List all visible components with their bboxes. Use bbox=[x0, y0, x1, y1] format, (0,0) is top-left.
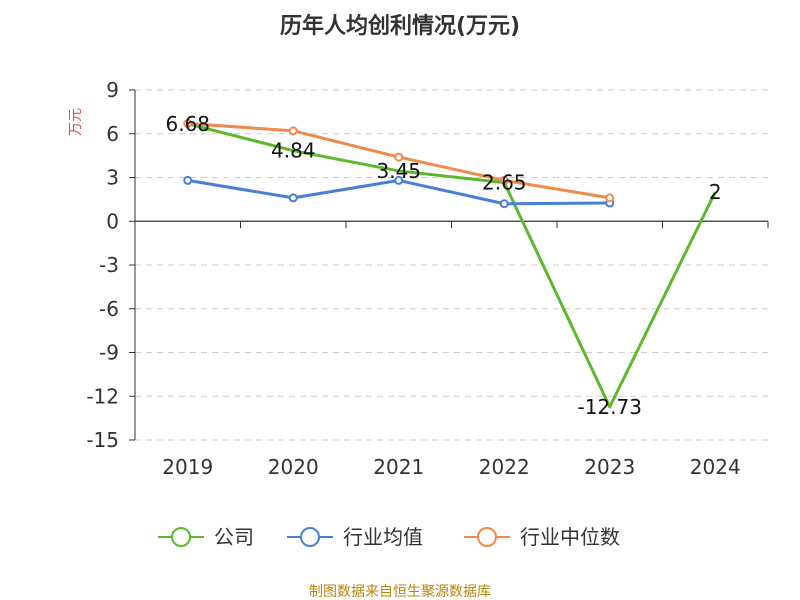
legend-swatch-marker bbox=[300, 527, 320, 547]
source-note: 制图数据来自恒生聚源数据库 bbox=[309, 584, 491, 600]
legend-label: 公司 bbox=[214, 525, 254, 549]
data-point bbox=[394, 152, 404, 162]
y-axis-label: 万元 bbox=[68, 108, 84, 136]
y-tick-label: -15 bbox=[86, 428, 119, 452]
x-tick-label: 2020 bbox=[268, 455, 319, 479]
grid bbox=[135, 89, 768, 441]
legend-label: 行业中位数 bbox=[520, 525, 620, 549]
data-point bbox=[394, 175, 404, 185]
x-tick-label: 2024 bbox=[690, 455, 741, 479]
x-tick-label: 2021 bbox=[373, 455, 424, 479]
data-label: 4.84 bbox=[271, 139, 316, 163]
y-tick-label: 9 bbox=[106, 78, 119, 102]
x-tick-label: 2023 bbox=[584, 455, 635, 479]
axes: 9 6 3 0 -3 -6 -9 -12 -15 2019 2020 2021 2022 2023 2024 bbox=[86, 78, 769, 479]
legend-swatch-marker bbox=[477, 527, 497, 547]
x-tick-label: 2022 bbox=[479, 455, 530, 479]
y-tick-label: -12 bbox=[86, 384, 119, 408]
data-point bbox=[605, 193, 615, 203]
data-label: -12.73 bbox=[578, 395, 642, 419]
series-line bbox=[187, 122, 717, 409]
y-tick-label: 3 bbox=[106, 166, 119, 190]
data-point bbox=[183, 119, 193, 129]
chart-title: 历年人均创利情况(万元) bbox=[280, 13, 520, 39]
data-label: 6.68 bbox=[165, 112, 210, 136]
data-point bbox=[499, 175, 509, 185]
y-tick-label: -3 bbox=[99, 253, 119, 277]
series-layer bbox=[183, 119, 717, 409]
y-tick-label: 6 bbox=[106, 122, 119, 146]
x-tick-label: 2019 bbox=[162, 455, 213, 479]
data-label: 3.45 bbox=[376, 159, 421, 183]
data-point bbox=[288, 193, 298, 203]
legend-label: 行业均值 bbox=[343, 525, 423, 549]
data-point bbox=[499, 199, 509, 209]
legend-swatch-marker bbox=[171, 527, 191, 547]
data-label: 2.65 bbox=[482, 171, 527, 195]
data-point bbox=[183, 175, 193, 185]
y-tick-label: 0 bbox=[106, 209, 119, 233]
data-point bbox=[288, 126, 298, 136]
legend: 公司 行业均值 行业中位数 bbox=[158, 525, 620, 549]
y-tick-label: -6 bbox=[99, 297, 119, 321]
y-tick-label: -9 bbox=[99, 341, 119, 365]
data-labels: 6.68 4.84 3.45 2.65 -12.73 2 bbox=[165, 112, 721, 419]
data-label: 2 bbox=[709, 180, 722, 204]
